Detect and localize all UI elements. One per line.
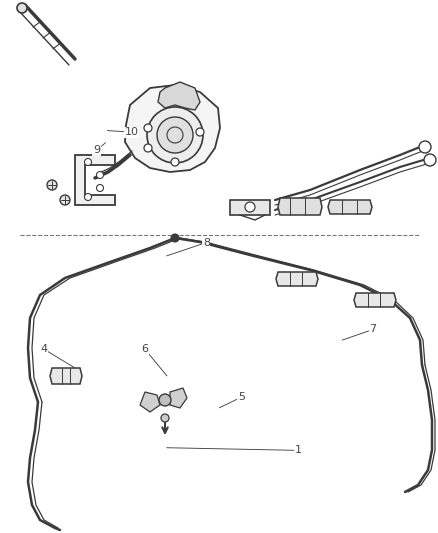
Circle shape xyxy=(171,158,179,166)
Polygon shape xyxy=(140,392,159,412)
Text: 5: 5 xyxy=(237,392,244,402)
Text: 8: 8 xyxy=(202,238,209,247)
Polygon shape xyxy=(353,293,395,307)
Polygon shape xyxy=(125,85,219,172)
Polygon shape xyxy=(230,200,269,215)
Circle shape xyxy=(144,124,152,132)
Circle shape xyxy=(96,184,103,191)
Circle shape xyxy=(157,117,193,153)
Text: 7: 7 xyxy=(369,325,376,334)
Text: 1: 1 xyxy=(294,446,301,455)
Circle shape xyxy=(144,144,152,152)
Circle shape xyxy=(423,154,435,166)
Polygon shape xyxy=(327,200,371,214)
Polygon shape xyxy=(75,155,115,205)
Text: 9: 9 xyxy=(93,146,100,155)
Polygon shape xyxy=(170,388,187,408)
Circle shape xyxy=(171,234,179,242)
Text: 10: 10 xyxy=(124,127,138,137)
Circle shape xyxy=(244,202,254,212)
Circle shape xyxy=(60,195,70,205)
Circle shape xyxy=(418,141,430,153)
Circle shape xyxy=(159,394,171,406)
Circle shape xyxy=(96,172,103,179)
Text: 6: 6 xyxy=(141,344,148,354)
Circle shape xyxy=(195,128,204,136)
Text: 4: 4 xyxy=(40,344,47,354)
Polygon shape xyxy=(50,368,82,384)
Polygon shape xyxy=(158,82,200,110)
Circle shape xyxy=(84,158,91,166)
Circle shape xyxy=(161,414,169,422)
Polygon shape xyxy=(277,198,321,215)
Circle shape xyxy=(84,193,91,200)
Circle shape xyxy=(147,107,202,163)
Circle shape xyxy=(17,3,27,13)
Circle shape xyxy=(47,180,57,190)
Polygon shape xyxy=(276,272,317,286)
